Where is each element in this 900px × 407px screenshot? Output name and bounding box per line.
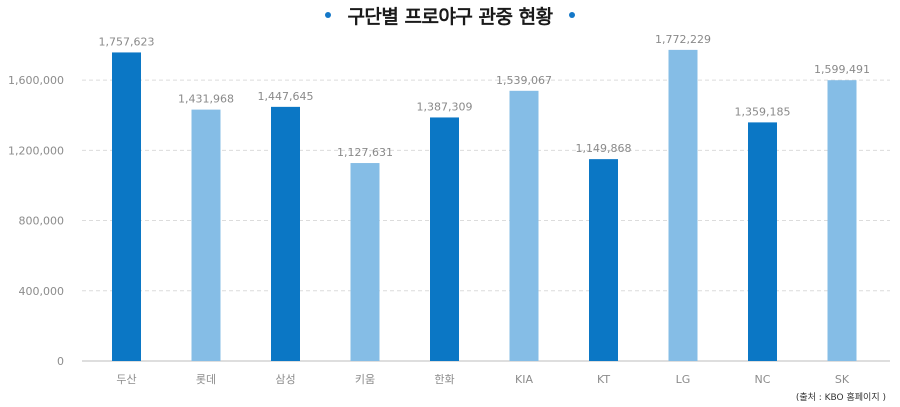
bar — [350, 163, 380, 361]
title-bullet-left — [325, 12, 332, 18]
source-note: (출처 : KBO 홈페이지 ) — [795, 393, 886, 403]
bar — [668, 49, 698, 361]
chart-title: 구단별 프로야구 관중 현황 — [347, 5, 553, 28]
data-label: 1,447,645 — [258, 90, 314, 103]
x-tick-label: SK — [835, 373, 850, 386]
bar — [827, 80, 857, 361]
bar — [509, 90, 539, 362]
data-label: 1,359,185 — [735, 105, 791, 118]
data-label: 1,757,623 — [99, 35, 155, 48]
bar — [112, 52, 141, 362]
bar — [271, 106, 300, 361]
bar — [589, 159, 618, 361]
y-tick-label: 400,000 — [19, 285, 65, 298]
bar — [430, 117, 459, 361]
x-tick-label: KT — [597, 373, 610, 386]
x-tick-label: 두산 — [116, 373, 136, 386]
x-tick-label: NC — [755, 373, 771, 386]
data-label: 1,387,309 — [417, 100, 473, 113]
chart-title-row: 구단별 프로야구 관중 현황 — [0, 0, 900, 30]
x-tick-label: LG — [676, 373, 691, 386]
data-label: 1,599,491 — [814, 63, 870, 76]
title-bullet-right — [568, 12, 575, 18]
bar — [748, 122, 777, 362]
y-tick-label: 1,200,000 — [8, 144, 64, 157]
data-label: 1,127,631 — [337, 146, 393, 159]
y-tick-label: 1,600,000 — [8, 74, 64, 87]
x-tick-label: 키움 — [355, 373, 375, 386]
bar — [191, 109, 221, 361]
data-label: 1,772,229 — [655, 33, 711, 46]
y-tick-label: 0 — [57, 355, 64, 368]
x-tick-label: 한화 — [434, 373, 454, 386]
data-label: 1,539,067 — [496, 74, 552, 87]
x-tick-label: 롯데 — [196, 373, 216, 386]
x-tick-label: 삼성 — [275, 373, 295, 386]
x-tick-label: KIA — [515, 373, 533, 386]
data-label: 1,431,968 — [178, 93, 234, 106]
y-tick-label: 800,000 — [19, 215, 65, 228]
data-label: 1,149,868 — [576, 142, 632, 155]
